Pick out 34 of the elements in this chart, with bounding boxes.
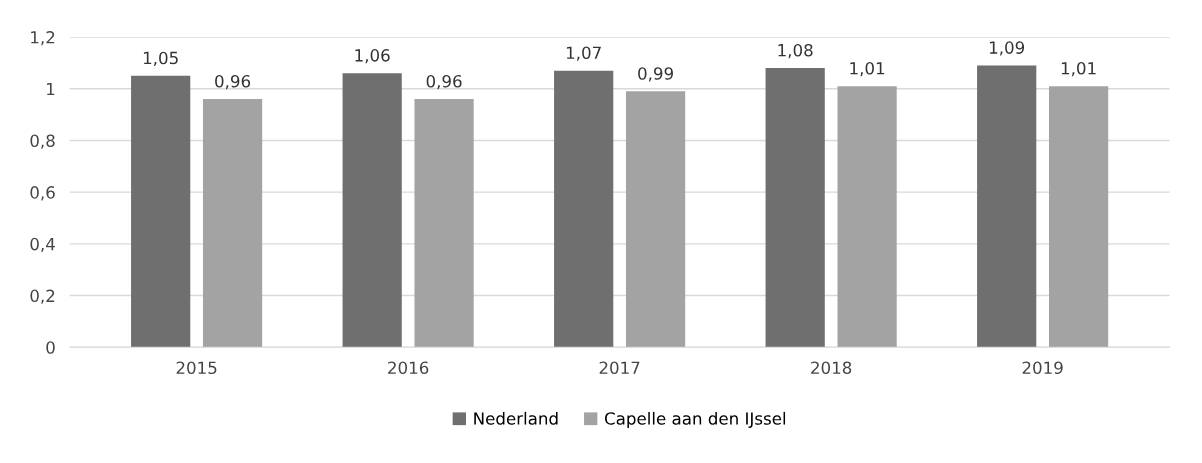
bar <box>625 91 686 348</box>
y-tick-label: 0,2 <box>30 289 55 304</box>
legend-label: Capelle aan den IJssel <box>604 411 786 429</box>
data-label: 1,08 <box>778 43 813 59</box>
data-label: 1,05 <box>143 51 178 66</box>
x-tick-label: 2015 <box>176 361 217 375</box>
bar <box>765 68 825 348</box>
legend-label: Nederland <box>474 411 558 425</box>
data-label: 0,96 <box>426 74 462 90</box>
y-tick-label: 0,4 <box>30 237 55 253</box>
bar <box>202 99 263 348</box>
bar <box>414 99 474 348</box>
data-label: 1,09 <box>989 41 1025 56</box>
data-label: 1,07 <box>566 46 601 61</box>
y-tick-label: 1 <box>47 82 55 96</box>
y-tick-label: 1,2 <box>31 31 55 46</box>
x-tick-label: 2018 <box>811 361 852 375</box>
y-tick-label: 0,8 <box>30 134 55 149</box>
y-tick-label: 0 <box>46 341 55 354</box>
bar <box>131 75 191 348</box>
bar <box>837 86 897 348</box>
bar <box>554 70 614 348</box>
x-tick-label: 2019 <box>1022 361 1063 375</box>
data-label: 1,06 <box>355 49 390 64</box>
data-label: 0,96 <box>215 74 251 90</box>
x-tick-label: 2017 <box>599 361 640 375</box>
bar <box>342 73 402 348</box>
bar <box>977 65 1037 348</box>
data-label: 1,01 <box>850 61 885 77</box>
data-label: 0,99 <box>638 67 673 82</box>
x-tick-label: 2016 <box>388 361 429 375</box>
bar <box>1048 86 1109 348</box>
y-tick-label: 0,6 <box>30 186 55 201</box>
data-label: 1,01 <box>1061 61 1096 77</box>
